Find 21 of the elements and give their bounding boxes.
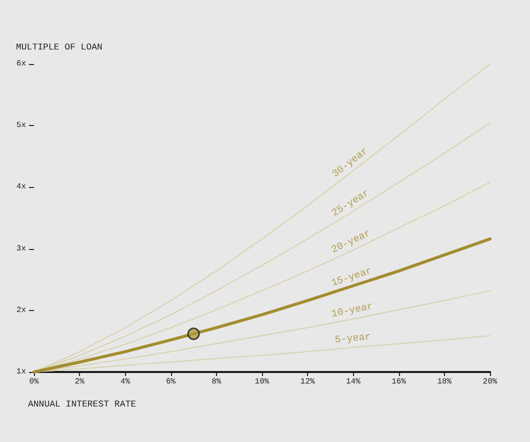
x-tick-label: 2%: [74, 378, 85, 386]
y-tick-label: 5x: [16, 121, 26, 130]
y-tick-label: 6x: [16, 60, 26, 68]
x-tick-label: 10%: [254, 378, 270, 386]
x-tick-label: 4%: [120, 378, 130, 386]
y-axis-title: MULTIPLE OF LOAN: [16, 42, 102, 52]
y-tick-label: 3x: [16, 244, 26, 254]
x-tick-label: 16%: [392, 378, 406, 386]
x-tick-label: 6%: [166, 378, 176, 386]
series-label: 5-year: [334, 331, 372, 346]
y-tick-label: 4x: [16, 182, 26, 192]
y-tick-label: 2x: [16, 306, 26, 315]
x-tick-label: 18%: [437, 378, 452, 386]
y-tick-label: 1x: [16, 368, 26, 376]
x-tick-label: 8%: [212, 378, 222, 386]
x-tick-label: 12%: [300, 378, 315, 386]
x-tick-label: 0%: [29, 378, 39, 386]
x-axis-title: ANNUAL INTEREST RATE: [28, 400, 136, 410]
x-tick-label: 20%: [482, 378, 498, 386]
text: 10-year: [330, 300, 374, 320]
x-tick-label: 14%: [346, 378, 361, 386]
